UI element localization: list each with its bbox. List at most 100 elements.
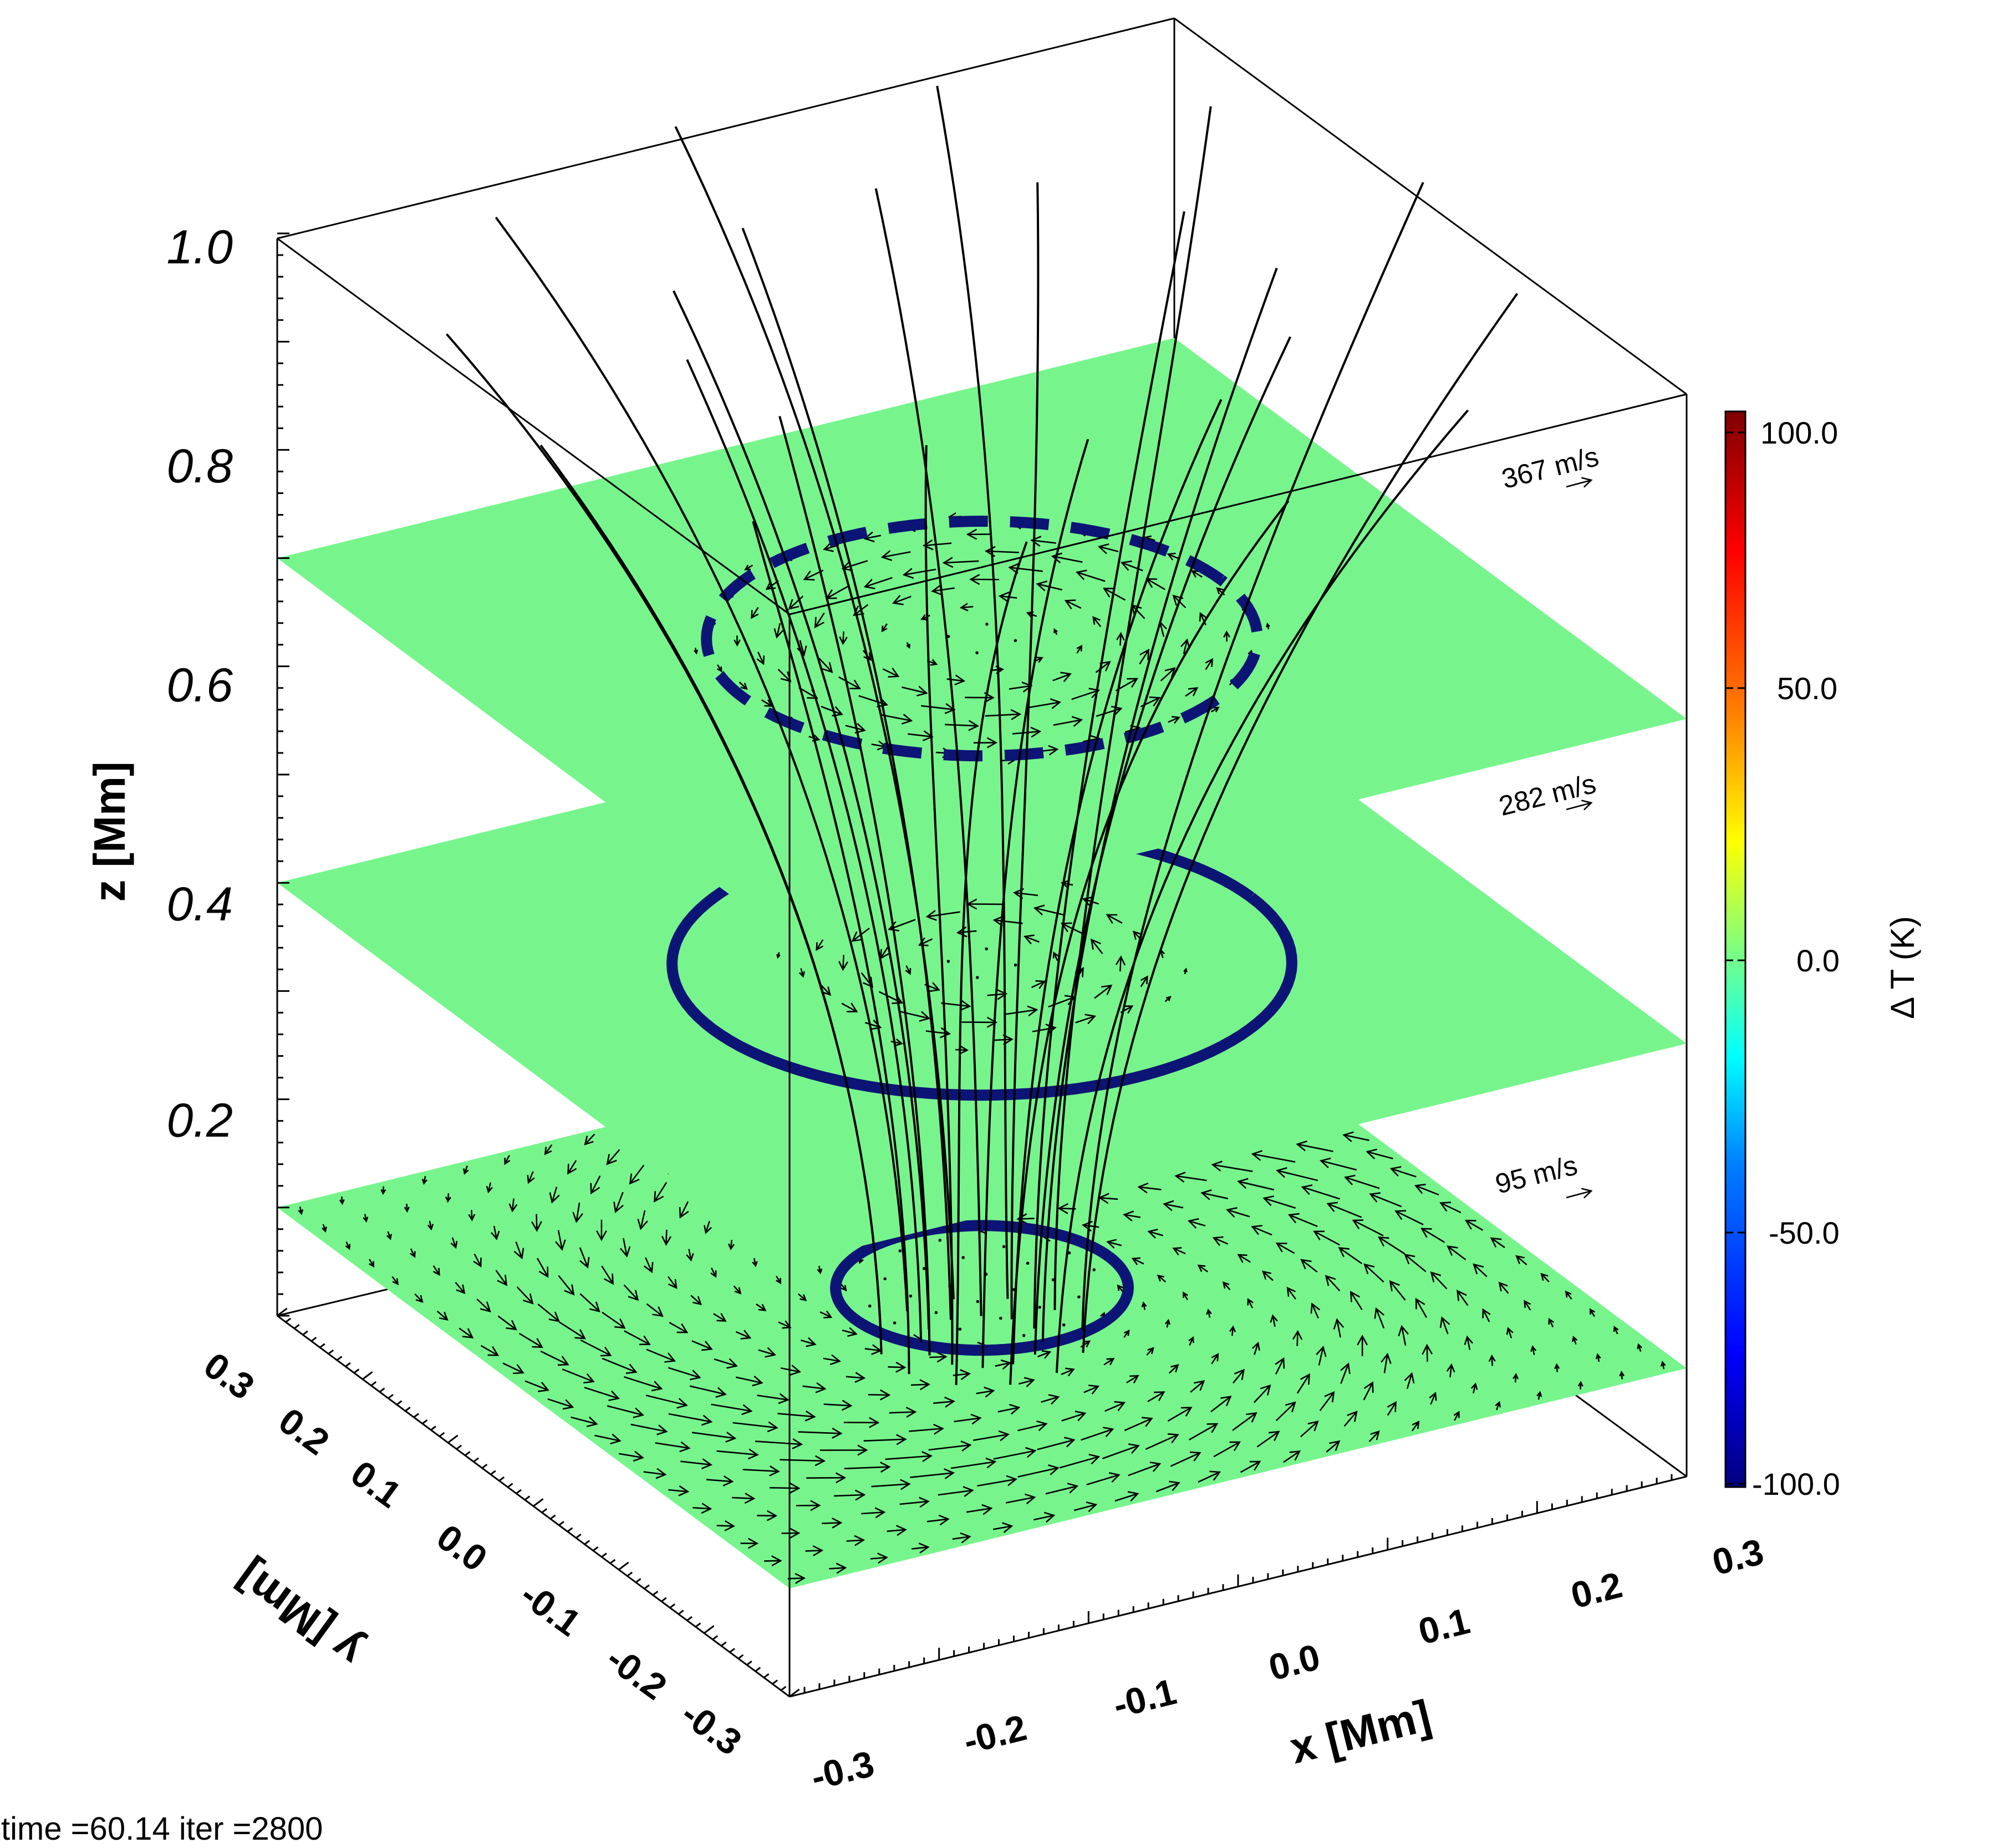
velocity-arrow [889,1411,915,1414]
velocity-arrowhead [1200,1189,1212,1200]
velocity-arrow [1213,1441,1240,1458]
y-tick [644,1584,650,1590]
velocity-arrow [1124,1418,1152,1432]
velocity-arrowhead [590,1183,600,1195]
velocity-arrowhead [1229,1325,1236,1332]
velocity-arrowhead [664,1352,676,1363]
field-line [1041,267,1278,1342]
velocity-arrowhead [1565,1290,1572,1298]
velocity-arrowhead [846,1002,858,1012]
velocity-arrow [864,577,893,588]
velocity-arrowhead [831,1517,843,1529]
velocity-arrowhead [456,1284,466,1295]
velocity-arrow [757,1394,788,1401]
velocity-arrow [868,1394,889,1396]
velocity-arrowhead [1123,1329,1130,1336]
velocity-arrow [487,1182,492,1192]
velocity-arrow [816,939,824,950]
velocity-arrow [829,1567,846,1570]
velocity-arrow [921,705,955,711]
velocity-arrowhead [656,1424,668,1435]
velocity-arrow [757,651,765,664]
velocity-arrow [1155,1482,1179,1493]
velocity-arrowhead [839,636,848,645]
velocity-arrow [952,1536,970,1540]
velocity-arrowhead [930,659,938,666]
y-tick [302,1330,308,1336]
velocity-arrowhead [363,1216,369,1223]
velocity-arrowhead [1313,1230,1325,1241]
velocity-arrow [691,1340,712,1350]
velocity-arrowhead [938,1514,950,1526]
velocity-arrowhead [1082,896,1094,907]
y-tick [686,1616,693,1621]
velocity-arrow [1146,1347,1154,1356]
velocity-arrow [1139,649,1149,665]
velocity-arrow [904,568,936,576]
field-line [495,216,909,1311]
field-line [686,359,923,1343]
velocity-arrowhead [1163,1200,1174,1211]
velocity-arrow [1061,1368,1074,1376]
velocity-arrow [1190,1380,1205,1393]
velocity-arrowhead [1132,930,1142,940]
z-tick-label: 0.4 [166,878,233,931]
velocity-arrow [1368,1430,1379,1442]
velocity-arrow [1083,1224,1099,1228]
velocity-arrowhead [1226,1207,1238,1218]
velocity-dot [1014,639,1017,643]
velocity-arrowhead [863,531,875,543]
velocity-arrowhead [1009,1403,1021,1415]
velocity-arrow [1128,1463,1160,1477]
velocity-arrowhead [513,1364,525,1374]
velocity-arrow [945,724,978,727]
velocity-arrowhead [879,1389,891,1401]
colorbar-tick-label: 50.0 [1777,671,1837,706]
velocity-arrowhead [603,1273,614,1285]
velocity-arrow [1283,1450,1300,1463]
velocity-arrow [690,1295,701,1305]
velocity-arrow [1065,600,1082,609]
velocity-arrowhead [752,1261,758,1267]
velocity-arrow [455,1282,465,1294]
velocity-arrowhead [1205,658,1213,667]
velocity-arrow [885,1455,931,1460]
y-tick-label: 0.0 [430,1516,495,1579]
velocity-arrowhead [829,1354,841,1366]
velocity-arrowhead [1053,628,1058,633]
velocity-arrow [1124,1214,1141,1218]
x-tick-labels: -0.3 -0.2 -0.1 0.0 0.1 0.2 0.3 [807,1531,1768,1798]
velocity-arrowhead [798,971,805,978]
velocity-arrowhead [1157,1274,1164,1282]
y-tick [379,1387,385,1393]
velocity-arrow [619,1453,643,1459]
velocity-arrowhead [1103,588,1114,598]
velocity-arrowhead [491,1230,500,1240]
velocity-arrowhead [1506,1327,1514,1335]
velocity-arrow [689,1385,726,1396]
velocity-arrow [643,1471,666,1475]
velocity-arrow [1168,716,1180,723]
velocity-arrowhead [1149,696,1161,707]
velocity-arrow [777,1413,815,1418]
velocity-arrowhead [1180,1407,1193,1417]
velocity-arrowhead [506,1320,517,1331]
velocity-arrowhead [751,610,759,619]
velocity-arrowhead [1082,1340,1091,1348]
velocity-arrowhead [654,1191,664,1203]
velocity-arrow [881,714,912,722]
velocity-arrow [497,1315,517,1330]
y-tick [729,1648,735,1653]
y-tick [481,1463,488,1469]
velocity-arrowhead [480,1301,491,1312]
velocity-dot [923,1267,926,1270]
y-tick-label: -0.2 [599,1637,675,1708]
velocity-arrow [1092,617,1102,628]
velocity-dot [946,635,950,638]
velocity-arrowhead [1251,1225,1262,1235]
velocity-arrowhead [608,1390,620,1401]
y-tick [627,1571,633,1577]
velocity-arrow [778,1321,791,1328]
velocity-arrowhead [1329,1440,1341,1451]
velocity-arrow [944,560,979,564]
